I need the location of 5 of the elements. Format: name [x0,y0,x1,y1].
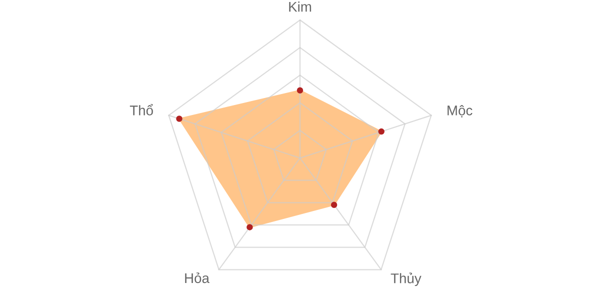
spoke-label: Mộc [448,105,472,118]
spoke-label: Thổ [130,104,153,116]
spoke-label: Hỏa [185,272,210,284]
spoke-label: Thủy [390,272,422,286]
spoke-label: Kim [289,2,312,12]
